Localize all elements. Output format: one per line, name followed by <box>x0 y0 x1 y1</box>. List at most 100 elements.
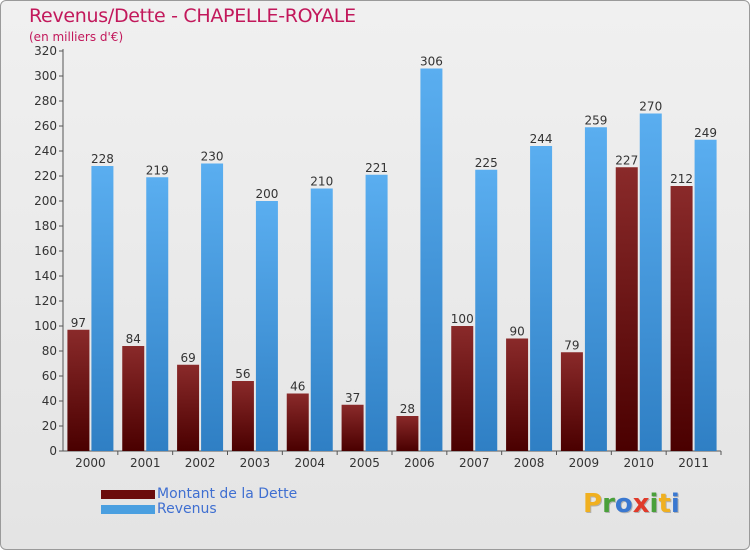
y-tick-label: 120 <box>34 294 57 308</box>
bar-revenue <box>146 177 169 451</box>
x-tick-label: 2005 <box>349 456 380 470</box>
y-tick-label: 260 <box>34 119 57 133</box>
data-label-debt: 227 <box>615 153 638 167</box>
legend: Montant de la Dette Revenus <box>101 487 297 517</box>
y-tick-label: 300 <box>34 69 57 83</box>
y-tick-label: 80 <box>42 344 57 358</box>
y-tick-label: 320 <box>34 44 57 58</box>
bar-revenue <box>694 139 717 451</box>
data-label-revenue: 306 <box>420 55 443 69</box>
data-label-debt: 90 <box>509 325 524 339</box>
bar-debt <box>451 326 474 451</box>
bar-revenue <box>91 166 114 451</box>
logo-letter: t <box>658 489 671 519</box>
y-tick-label: 60 <box>42 369 57 383</box>
y-tick-label: 140 <box>34 269 57 283</box>
x-tick-label: 2007 <box>459 456 490 470</box>
data-label-debt: 37 <box>345 391 360 405</box>
bar-debt <box>286 393 309 451</box>
x-tick-label: 2002 <box>185 456 216 470</box>
data-label-revenue: 210 <box>310 175 333 189</box>
logo-letter: x <box>632 489 650 519</box>
bar-debt <box>341 404 364 451</box>
bar-revenue <box>639 113 662 451</box>
data-label-debt: 84 <box>126 332 141 346</box>
x-tick-label: 2001 <box>130 456 161 470</box>
legend-label-revenue: Revenus <box>157 501 217 517</box>
data-label-debt: 79 <box>564 338 579 352</box>
data-label-revenue: 230 <box>201 150 224 164</box>
bar-revenue <box>420 68 443 451</box>
bar-debt <box>670 186 693 451</box>
logo-letter: i <box>649 489 659 519</box>
data-label-debt: 97 <box>71 316 86 330</box>
y-tick-label: 220 <box>34 169 57 183</box>
data-label-revenue: 249 <box>694 126 717 140</box>
logo-letter: P <box>583 489 603 519</box>
data-label-revenue: 244 <box>530 132 553 146</box>
x-tick-label: 2011 <box>678 456 709 470</box>
data-label-revenue: 270 <box>639 100 662 114</box>
legend-item-debt: Montant de la Dette <box>101 487 297 502</box>
data-labels: 97 228 84 219 69 230 56 200 46 210 37 221 28 306 100 22… <box>71 55 717 417</box>
y-axis: 0 20 40 60 80 100 120 140 160 180 200 220 240 260 280 3… <box>34 44 64 458</box>
bars <box>67 68 717 451</box>
bar-debt <box>231 381 254 451</box>
bar-revenue <box>584 127 607 451</box>
logo-letter: r <box>602 489 615 519</box>
x-tick-label: 2006 <box>404 456 435 470</box>
bar-revenue <box>310 188 333 451</box>
x-tick-label: 2009 <box>569 456 600 470</box>
x-tick-label: 2010 <box>623 456 654 470</box>
data-label-revenue: 225 <box>475 156 498 170</box>
chart-title: Revenus/Dette - CHAPELLE-ROYALE <box>29 5 356 27</box>
data-label-debt: 46 <box>290 380 305 394</box>
bar-debt <box>177 364 200 451</box>
x-tick-label: 2008 <box>514 456 545 470</box>
bar-debt <box>615 167 638 451</box>
data-label-revenue: 200 <box>255 187 278 201</box>
proxiti-logo: Proxiti <box>583 489 680 519</box>
logo-letter: i <box>670 489 680 519</box>
bar-revenue <box>365 174 388 451</box>
chart-subtitle: (en milliers d'€) <box>29 30 124 44</box>
legend-swatch-revenue <box>101 505 155 514</box>
data-label-revenue: 228 <box>91 152 114 166</box>
y-tick-label: 240 <box>34 144 57 158</box>
bar-revenue <box>255 201 278 451</box>
data-label-debt: 28 <box>400 402 415 416</box>
y-tick-label: 100 <box>34 319 57 333</box>
bar-debt <box>396 416 419 451</box>
bar-revenue <box>201 163 224 451</box>
data-label-debt: 100 <box>451 312 474 326</box>
y-tick-label: 180 <box>34 219 57 233</box>
bar-debt <box>67 329 90 451</box>
y-tick-label: 160 <box>34 244 57 258</box>
y-tick-label: 0 <box>49 444 57 458</box>
y-tick-label: 280 <box>34 94 57 108</box>
bar-debt <box>122 346 145 451</box>
y-tick-label: 40 <box>42 394 57 408</box>
x-axis: 2000 2001 2002 2003 2004 2005 2006 2007 2008 2009… <box>63 450 722 470</box>
bar-revenue <box>530 146 553 451</box>
y-tick-label: 20 <box>42 419 57 433</box>
y-tick-label: 200 <box>34 194 57 208</box>
x-tick-label: 2003 <box>240 456 271 470</box>
x-tick-label: 2000 <box>75 456 106 470</box>
data-label-revenue: 221 <box>365 161 388 175</box>
legend-swatch-debt <box>101 490 155 499</box>
bar-debt <box>506 338 529 451</box>
bar-revenue <box>475 169 498 451</box>
legend-item-revenue: Revenus <box>101 502 297 517</box>
data-label-debt: 69 <box>180 351 195 365</box>
data-label-revenue: 219 <box>146 163 169 177</box>
data-label-revenue: 259 <box>584 113 607 127</box>
legend-label-debt: Montant de la Dette <box>157 486 298 502</box>
data-label-debt: 212 <box>670 172 693 186</box>
x-tick-label: 2004 <box>294 456 325 470</box>
logo-letter: o <box>614 489 633 519</box>
data-label-debt: 56 <box>235 367 250 381</box>
bar-debt <box>560 352 583 451</box>
